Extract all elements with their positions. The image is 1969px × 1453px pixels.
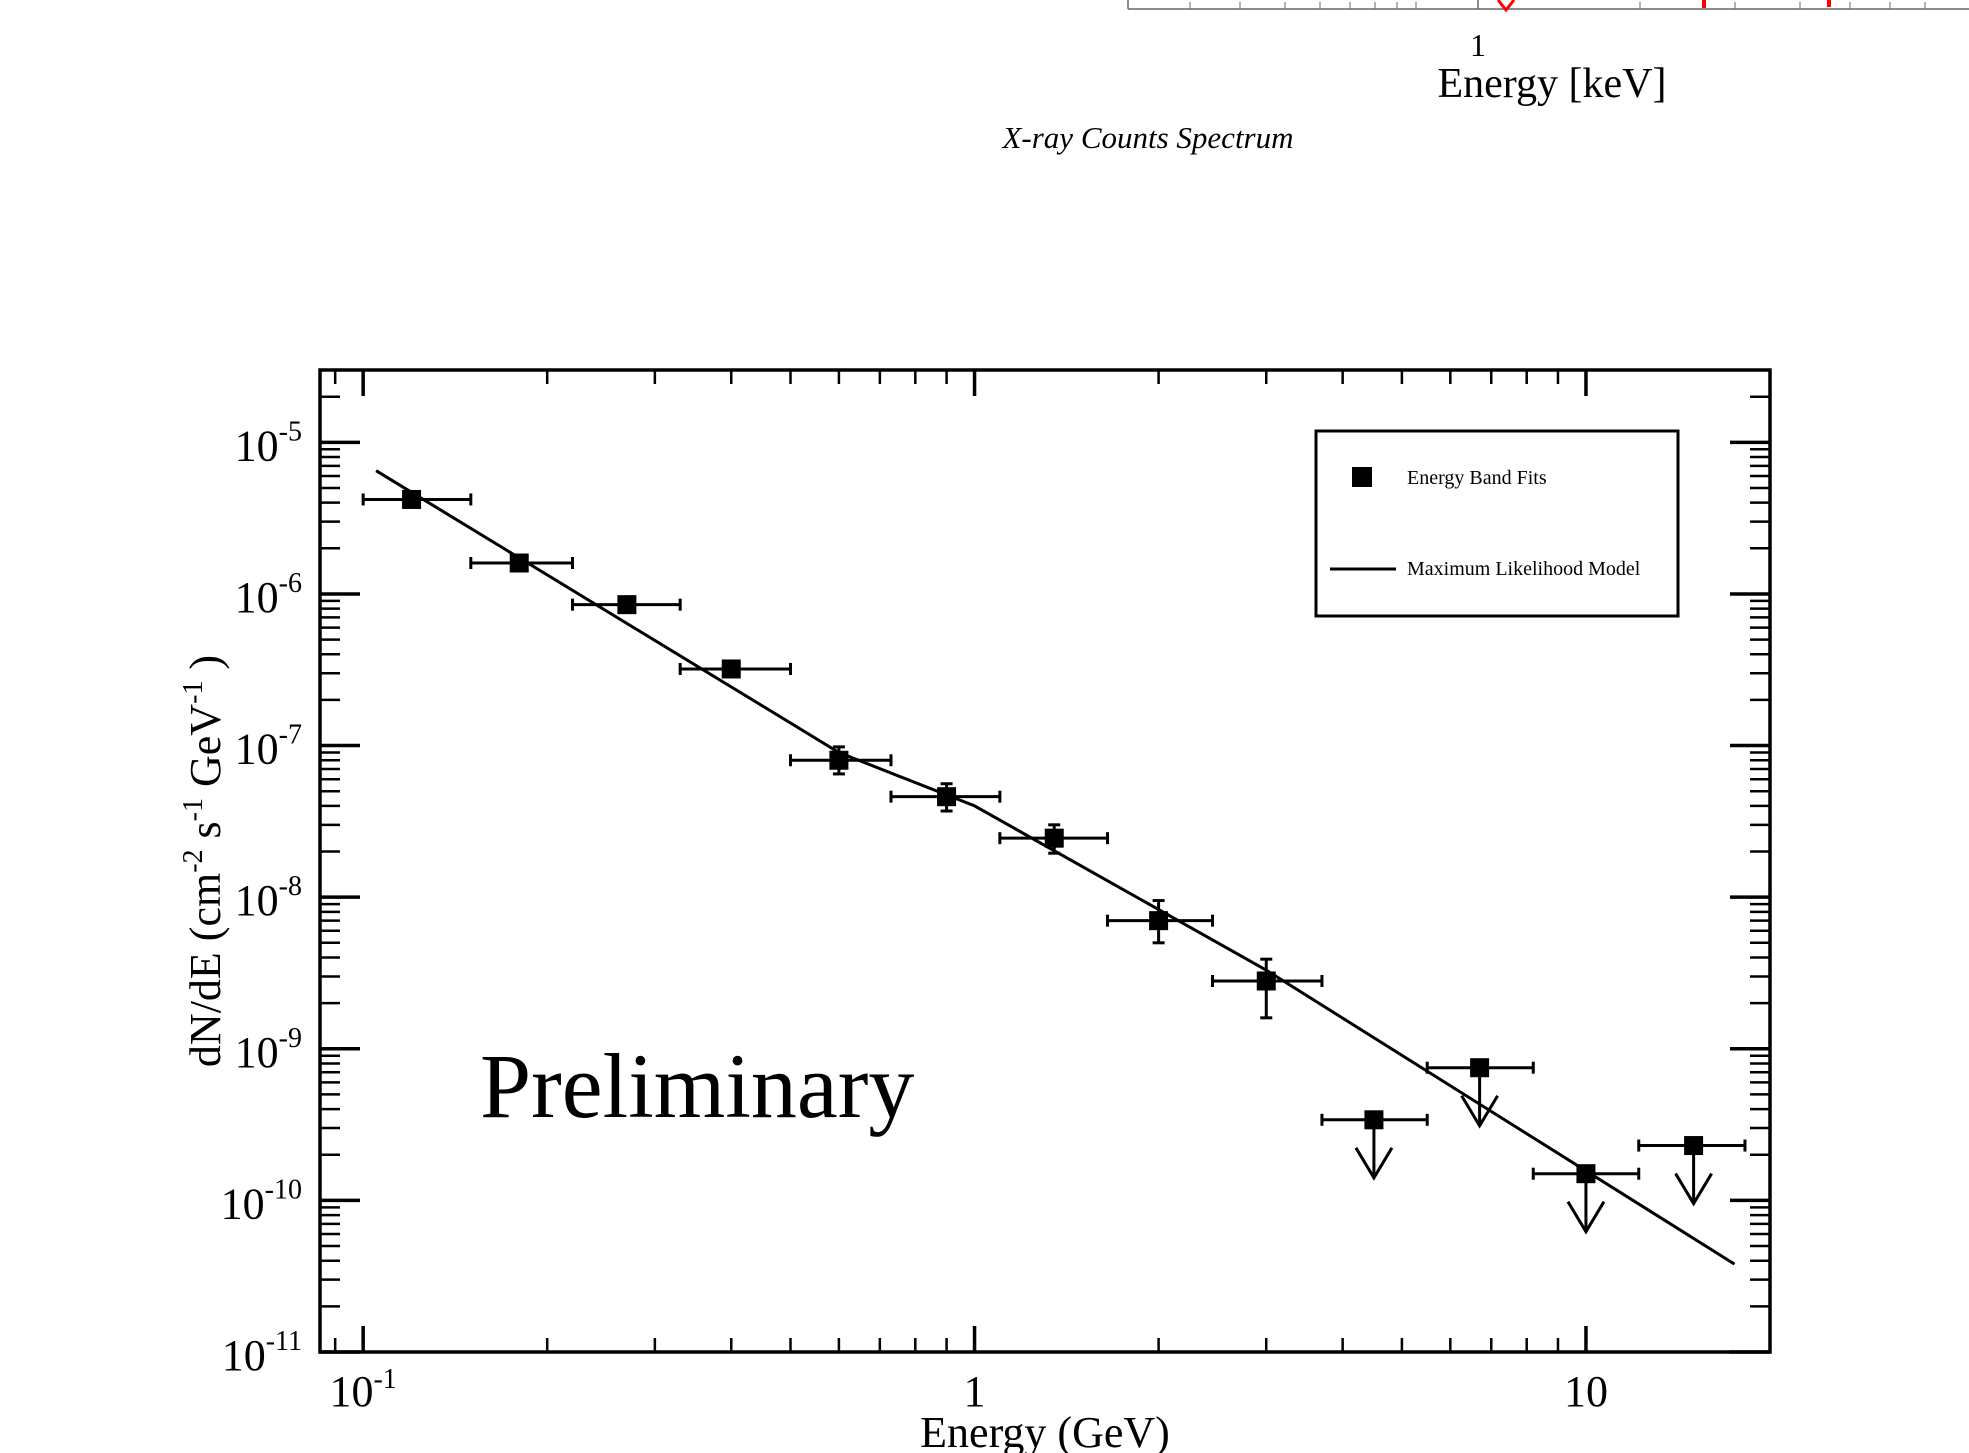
square-marker [1044, 828, 1064, 848]
y-axis-label-superscript: -2 [178, 849, 209, 872]
y-tick-label-base: 10 [222, 1331, 266, 1380]
x-tick-label-exponent: -1 [373, 1364, 396, 1395]
y-tick-label: 10-6 [235, 568, 302, 622]
y-tick-label-exponent: -9 [279, 1023, 302, 1054]
y-axis-label: dN/dE (cm-2 s-1 GeV-1 ) [178, 655, 230, 1067]
x-tick-label: 10 [1564, 1367, 1608, 1416]
x-axis-tick-labels: 10-1 1 10 [329, 1364, 1607, 1416]
y-axis-label-part: ) [181, 655, 230, 681]
y-tick-label-exponent: -5 [279, 416, 302, 447]
y-tick-label-base: 10 [235, 725, 279, 774]
y-tick-label: 10-9 [235, 1023, 302, 1077]
energy-band-fits [361, 489, 1747, 1235]
y-tick-label-base: 10 [235, 876, 279, 925]
preliminary-annotation: Preliminary [480, 1035, 914, 1137]
plot-frame [318, 368, 1772, 1354]
xray-tick-label: 1 [1470, 27, 1486, 63]
data-point [789, 745, 893, 776]
upper-limit-arrow-head [1460, 1094, 1499, 1129]
y-tick-label: 10-10 [221, 1174, 302, 1228]
x-axis-label: Energy (GeV) [920, 1408, 1170, 1453]
y-tick-label: 10-11 [222, 1326, 302, 1380]
axis-ticks [320, 370, 1772, 1354]
y-tick-label-exponent: -8 [279, 871, 302, 902]
y-axis-label-superscript: -1 [178, 681, 209, 704]
xray-caption: X-ray Counts Spectrum [1000, 120, 1293, 155]
data-point [678, 659, 793, 679]
data-point [571, 595, 682, 615]
x-tick-label-base: 1 [964, 1367, 986, 1416]
legend: Energy Band Fits Maximum Likelihood Mode… [1314, 429, 1680, 618]
square-marker [1576, 1164, 1596, 1184]
y-tick-label-exponent: -10 [265, 1174, 302, 1205]
y-axis-label-part: GeV [181, 704, 230, 798]
legend-entry-maximum-likelihood-model: Maximum Likelihood Model [1407, 558, 1641, 580]
square-marker [509, 553, 529, 573]
y-tick-label: 10-8 [235, 871, 302, 925]
x-tick-label: 10-1 [329, 1364, 396, 1416]
y-tick-label-exponent: -11 [266, 1326, 302, 1357]
data-point [469, 553, 575, 573]
legend-square-marker [1352, 467, 1372, 487]
y-tick-label-base: 10 [235, 573, 279, 622]
square-marker [1684, 1136, 1704, 1156]
upper-limit-point [1531, 1164, 1641, 1235]
y-tick-label-base: 10 [235, 421, 279, 470]
square-marker [1256, 971, 1276, 991]
data-point [1210, 957, 1324, 1020]
square-marker [1470, 1058, 1490, 1078]
y-tick-label: 10-7 [235, 720, 302, 774]
upper-limit-arrow-head [1354, 1147, 1394, 1181]
y-axis-label-part: s [181, 821, 230, 849]
xray-axis-label: Energy [keV] [1438, 61, 1667, 107]
legend-box [1314, 429, 1680, 618]
upper-limit-point [1320, 1110, 1429, 1181]
upper-limit-arrow-head [1566, 1200, 1606, 1235]
square-marker [937, 787, 957, 807]
legend-entry-energy-band-fits: Energy Band Fits [1407, 467, 1547, 489]
x-tick-label-base: 10 [1564, 1367, 1608, 1416]
square-marker [402, 489, 422, 509]
square-marker [721, 659, 741, 679]
maximum-likelihood-model-line [375, 469, 1736, 1266]
y-tick-label-exponent: -6 [279, 568, 302, 599]
square-marker [1364, 1110, 1384, 1130]
y-tick-label-base: 10 [221, 1179, 265, 1228]
x-tick-label: 1 [964, 1367, 986, 1416]
data-point [1106, 899, 1214, 945]
data-point [361, 489, 473, 509]
xray-plot-fragment: 1 Energy [keV] X-ray Counts Spectrum [1000, 0, 1969, 155]
upper-limit-point [1637, 1136, 1747, 1207]
upper-limit-arrow-head [1674, 1172, 1713, 1207]
data-point [998, 823, 1110, 855]
upper-limit-point [1425, 1058, 1535, 1129]
xray-red-data-marker [1496, 0, 1516, 13]
square-marker [617, 595, 637, 615]
y-axis-label-superscript: -1 [178, 798, 209, 821]
y-tick-label: 10-5 [235, 416, 302, 470]
square-marker [829, 750, 849, 770]
square-marker [1149, 911, 1169, 931]
y-axis-label-part: dN/dE (cm [181, 873, 230, 1067]
y-tick-label-base: 10 [235, 1028, 279, 1077]
y-tick-label-exponent: -7 [279, 720, 302, 751]
data-point [889, 782, 1002, 813]
x-tick-label-base: 10 [329, 1367, 373, 1416]
